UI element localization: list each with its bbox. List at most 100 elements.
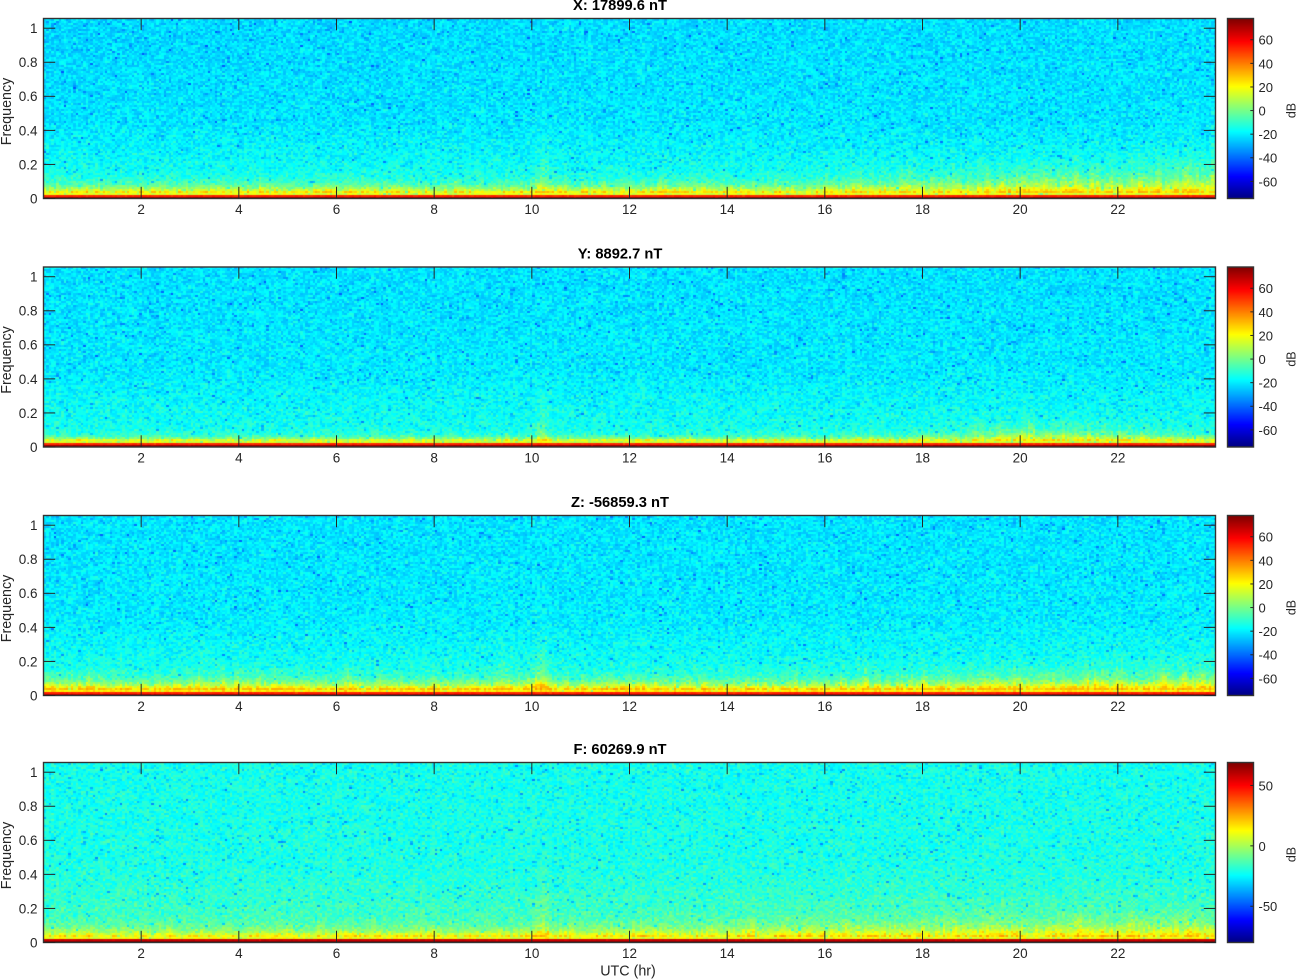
svg-text:0.4: 0.4 <box>19 867 38 882</box>
svg-text:6: 6 <box>333 946 341 961</box>
svg-text:0: 0 <box>30 688 38 703</box>
svg-text:Y: 8892.7 nT: Y: 8892.7 nT <box>578 246 663 262</box>
svg-text:10: 10 <box>524 202 539 217</box>
svg-text:60: 60 <box>1259 281 1273 296</box>
svg-text:-20: -20 <box>1259 624 1278 639</box>
svg-text:0: 0 <box>1259 352 1266 367</box>
svg-text:Frequency: Frequency <box>0 325 15 393</box>
svg-text:4: 4 <box>235 202 243 217</box>
svg-text:-20: -20 <box>1259 376 1278 391</box>
svg-text:20: 20 <box>1259 577 1273 592</box>
svg-text:4: 4 <box>235 451 243 466</box>
svg-text:2: 2 <box>137 699 145 714</box>
svg-text:12: 12 <box>622 699 637 714</box>
svg-text:2: 2 <box>137 451 145 466</box>
svg-text:dB: dB <box>1285 103 1297 118</box>
svg-text:40: 40 <box>1259 305 1273 320</box>
svg-text:1: 1 <box>30 21 38 36</box>
svg-text:0.2: 0.2 <box>19 157 38 172</box>
svg-text:16: 16 <box>817 946 832 961</box>
svg-text:X: 17899.6 nT: X: 17899.6 nT <box>573 0 667 14</box>
svg-text:8: 8 <box>430 451 438 466</box>
svg-text:0: 0 <box>1259 839 1266 854</box>
svg-text:40: 40 <box>1259 56 1273 71</box>
svg-text:16: 16 <box>817 451 832 466</box>
svg-text:22: 22 <box>1110 451 1125 466</box>
svg-text:0.6: 0.6 <box>19 586 38 601</box>
svg-text:20: 20 <box>1013 451 1028 466</box>
svg-text:20: 20 <box>1013 699 1028 714</box>
svg-text:0.4: 0.4 <box>19 620 38 635</box>
svg-text:20: 20 <box>1013 946 1028 961</box>
svg-text:1: 1 <box>30 765 38 780</box>
svg-text:0.6: 0.6 <box>19 833 38 848</box>
svg-text:2: 2 <box>137 202 145 217</box>
svg-text:-20: -20 <box>1259 127 1278 142</box>
svg-text:Frequency: Frequency <box>0 77 15 145</box>
svg-text:2: 2 <box>137 946 145 961</box>
svg-text:0.6: 0.6 <box>19 338 38 353</box>
svg-text:18: 18 <box>915 699 930 714</box>
svg-text:0.8: 0.8 <box>19 552 38 567</box>
svg-text:10: 10 <box>524 946 539 961</box>
svg-text:0: 0 <box>30 935 38 950</box>
svg-text:UTC (hr): UTC (hr) <box>600 964 656 980</box>
svg-text:6: 6 <box>333 202 341 217</box>
svg-text:0.8: 0.8 <box>19 304 38 319</box>
svg-text:18: 18 <box>915 202 930 217</box>
svg-text:10: 10 <box>524 699 539 714</box>
svg-text:0.8: 0.8 <box>19 799 38 814</box>
svg-text:14: 14 <box>720 202 736 217</box>
svg-text:22: 22 <box>1110 699 1125 714</box>
svg-text:0.6: 0.6 <box>19 89 38 104</box>
svg-text:-40: -40 <box>1259 648 1278 663</box>
svg-text:18: 18 <box>915 946 930 961</box>
svg-text:12: 12 <box>622 946 637 961</box>
svg-text:60: 60 <box>1259 530 1273 545</box>
svg-text:0.4: 0.4 <box>19 123 38 138</box>
svg-text:8: 8 <box>430 202 438 217</box>
svg-text:20: 20 <box>1013 202 1028 217</box>
svg-text:-40: -40 <box>1259 399 1278 414</box>
svg-text:0: 0 <box>30 191 38 206</box>
svg-text:0: 0 <box>30 440 38 455</box>
svg-text:60: 60 <box>1259 33 1273 48</box>
svg-text:4: 4 <box>235 699 243 714</box>
svg-text:-50: -50 <box>1259 899 1278 914</box>
svg-text:0.4: 0.4 <box>19 372 38 387</box>
svg-text:22: 22 <box>1110 202 1125 217</box>
svg-text:0.8: 0.8 <box>19 55 38 70</box>
svg-text:4: 4 <box>235 946 243 961</box>
svg-text:Z: -56859.3 nT: Z: -56859.3 nT <box>571 495 669 511</box>
svg-text:-40: -40 <box>1259 151 1278 166</box>
svg-text:0: 0 <box>1259 600 1266 615</box>
svg-text:0: 0 <box>1259 103 1266 118</box>
svg-text:14: 14 <box>720 946 736 961</box>
svg-text:6: 6 <box>333 451 341 466</box>
svg-text:20: 20 <box>1259 80 1273 95</box>
svg-text:10: 10 <box>524 451 539 466</box>
svg-text:16: 16 <box>817 202 832 217</box>
svg-text:20: 20 <box>1259 328 1273 343</box>
svg-text:F: 60269.9 nT: F: 60269.9 nT <box>573 742 666 758</box>
svg-text:0.2: 0.2 <box>19 406 38 421</box>
svg-text:Frequency: Frequency <box>0 574 15 642</box>
svg-text:16: 16 <box>817 699 832 714</box>
svg-text:-60: -60 <box>1259 671 1278 686</box>
svg-text:18: 18 <box>915 451 930 466</box>
svg-text:Frequency: Frequency <box>0 821 15 889</box>
svg-text:-60: -60 <box>1259 174 1278 189</box>
svg-text:dB: dB <box>1285 600 1297 615</box>
svg-text:50: 50 <box>1259 778 1273 793</box>
svg-text:1: 1 <box>30 270 38 285</box>
svg-text:0.2: 0.2 <box>19 654 38 669</box>
svg-text:1: 1 <box>30 518 38 533</box>
svg-text:dB: dB <box>1285 351 1297 366</box>
svg-text:6: 6 <box>333 699 341 714</box>
svg-text:22: 22 <box>1110 946 1125 961</box>
svg-text:14: 14 <box>720 451 736 466</box>
svg-text:14: 14 <box>720 699 736 714</box>
svg-text:12: 12 <box>622 451 637 466</box>
svg-text:dB: dB <box>1285 847 1297 862</box>
svg-text:-60: -60 <box>1259 423 1278 438</box>
